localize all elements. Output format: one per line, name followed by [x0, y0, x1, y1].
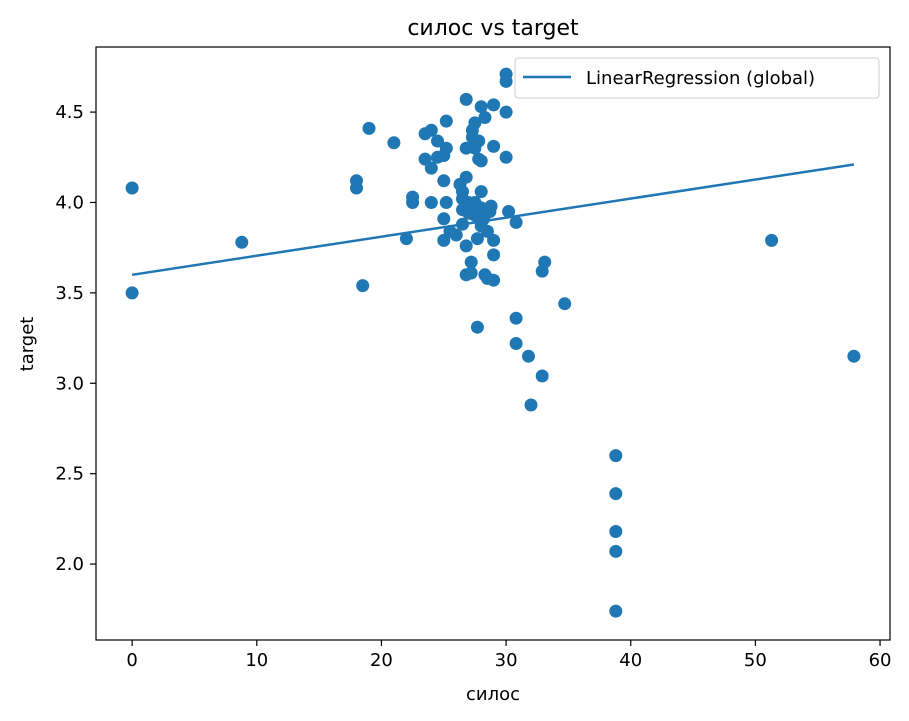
scatter-point — [406, 196, 420, 209]
scatter-point — [470, 320, 484, 334]
chart-title: силос vs target — [407, 16, 579, 41]
y-axis: 2.0 2.5 3.0 3.5 4.0 4.5 — [55, 102, 96, 575]
scatter-point — [847, 349, 861, 363]
scatter-point — [609, 604, 623, 618]
scatter-point — [535, 369, 549, 383]
scatter-point — [468, 116, 482, 130]
y-tick-label: 2.5 — [55, 464, 84, 485]
scatter-point — [765, 233, 779, 247]
y-axis-label: target — [17, 317, 38, 372]
y-tick-label: 3.5 — [55, 283, 84, 304]
scatter-point — [449, 228, 463, 242]
scatter-point — [509, 215, 523, 229]
scatter-point — [424, 123, 438, 137]
scatter-point — [350, 181, 363, 195]
scatter-point — [439, 196, 453, 209]
scatter-point — [464, 255, 478, 269]
scatter-point — [424, 161, 438, 175]
y-tick-label: 3.0 — [55, 373, 84, 394]
scatter-point — [356, 279, 370, 293]
scatter-point — [470, 232, 484, 246]
x-tick-label: 10 — [245, 650, 268, 671]
scatter-point — [362, 121, 376, 135]
scatter-point — [487, 233, 501, 247]
scatter-point — [439, 114, 453, 128]
scatter-point — [474, 185, 488, 199]
axes-frame — [95, 46, 891, 641]
x-axis: 0 10 20 30 40 50 60 — [126, 640, 891, 671]
scatter-point — [487, 273, 501, 287]
scatter-point — [609, 487, 623, 501]
scatter-point — [538, 255, 552, 269]
scatter-point — [125, 181, 139, 195]
scatter-point — [125, 286, 139, 300]
y-tick-label: 4.0 — [55, 192, 84, 213]
scatter-point — [399, 232, 413, 246]
scatter-point — [459, 239, 473, 253]
scatter-point — [459, 92, 473, 106]
scatter-point — [459, 170, 473, 184]
scatter-point — [499, 150, 513, 164]
scatter-point — [502, 205, 516, 218]
scatter-point — [524, 398, 538, 412]
scatter-point — [509, 311, 523, 325]
scatter-point — [487, 139, 501, 153]
regression-line — [131, 163, 855, 277]
scatter-point — [439, 141, 453, 155]
scatter-point — [478, 111, 492, 124]
scatter-point — [437, 212, 451, 226]
scatter-point — [499, 74, 513, 88]
x-tick-label: 30 — [495, 650, 518, 671]
legend: LinearRegression (global) — [514, 57, 880, 99]
x-tick-label: 40 — [619, 650, 642, 671]
scatter-point — [474, 100, 488, 114]
scatter-point — [609, 525, 623, 538]
scatter-point — [474, 154, 488, 168]
legend-box — [514, 57, 880, 99]
x-tick-label: 0 — [126, 650, 137, 671]
scatter-point — [558, 297, 572, 311]
scatter-point — [484, 199, 498, 213]
scatter-point — [609, 544, 623, 558]
scatter-point — [431, 134, 444, 148]
plot-area — [125, 67, 861, 618]
x-axis-label: силос — [466, 684, 520, 705]
scatter-point — [235, 235, 249, 249]
legend-label: LinearRegression (global) — [586, 68, 815, 89]
x-tick-label: 20 — [370, 650, 393, 671]
scatter-point — [464, 266, 478, 280]
scatter-point — [387, 136, 401, 150]
scatter-point — [437, 174, 451, 188]
scatter-point — [487, 98, 501, 112]
scatter-point — [424, 196, 438, 209]
x-tick-label: 60 — [869, 650, 892, 671]
scatter-point — [499, 105, 513, 119]
y-tick-label: 4.5 — [55, 102, 84, 123]
scatter-point — [509, 337, 523, 350]
y-tick-label: 2.0 — [55, 554, 84, 575]
scatter-point — [487, 248, 501, 262]
scatter-point — [472, 134, 486, 148]
scatter-point — [522, 349, 535, 363]
x-tick-label: 50 — [744, 650, 767, 671]
scatter-point — [609, 449, 623, 463]
